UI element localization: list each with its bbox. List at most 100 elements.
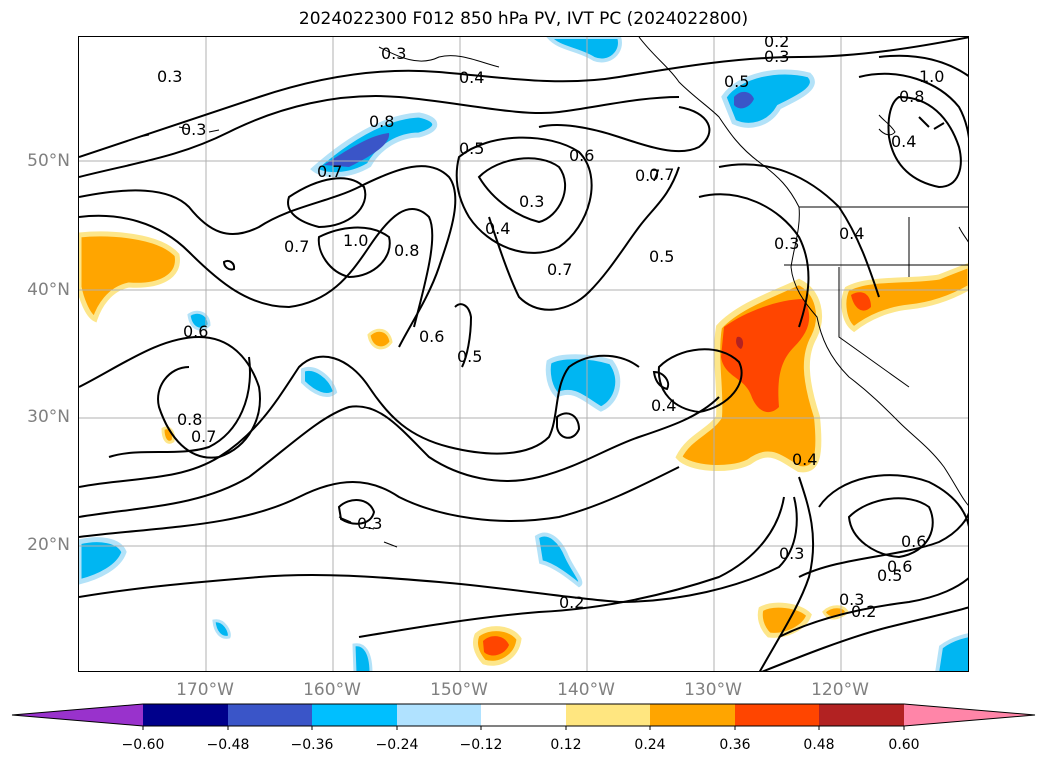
map-title: 2024022300 F012 850 hPa PV, IVT PC (2024… (298, 9, 749, 29)
colorbar-segment (143, 704, 228, 726)
contour-label: 0.3 (157, 67, 182, 86)
colorbar-extend-max (904, 704, 1035, 726)
map-canvas: 0.3 0.3 0.2 0.3 0.3 0.4 0.5 1.0 0.8 0.6 … (79, 37, 968, 671)
colorbar-tick-label: −0.24 (375, 737, 419, 753)
positive-strong-region (851, 292, 871, 311)
lon-label: 140°W (557, 680, 615, 700)
positive-anomaly-region (757, 602, 812, 638)
contour-label: 0.6 (901, 532, 926, 551)
colorbar-tick-label: 0.60 (888, 737, 920, 753)
colorbar (11, 703, 1036, 730)
colorbar-tick-label: −0.48 (206, 737, 250, 753)
negative-anomaly-region (721, 69, 815, 128)
negative-anomaly-region (187, 310, 211, 331)
lon-label: 150°W (430, 680, 488, 700)
contour-label: 0.2 (764, 37, 789, 51)
contour-label: 0.7 (649, 165, 674, 184)
colorbar-segment (819, 704, 904, 726)
contour-label: 1.0 (919, 67, 944, 86)
contour-label: 0.4 (839, 224, 864, 243)
contour-label: 0.4 (792, 450, 817, 469)
colorbar-segment (650, 704, 735, 726)
colorbar-segments (11, 703, 1036, 730)
colorbar-extend-min (12, 704, 143, 726)
colorbar-segment (397, 704, 481, 726)
contour-label: 0.7 (635, 166, 660, 185)
negative-anomaly-region (212, 619, 231, 639)
negative-anomaly-region (79, 537, 127, 585)
contour-label: 0.6 (183, 322, 208, 341)
contour-label: 0.3 (381, 44, 406, 63)
contour-label: 0.4 (485, 219, 510, 238)
contour-label: 0.3 (764, 47, 789, 66)
negative-anomaly-region (546, 37, 622, 63)
contour-label: 0.3 (779, 544, 804, 563)
graticule (79, 37, 968, 671)
lon-label: 170°W (176, 680, 234, 700)
lon-label: 160°W (303, 680, 361, 700)
contour-label: 0.8 (899, 87, 924, 106)
lon-label: 120°W (811, 680, 869, 700)
contour-label: 0.3 (357, 514, 382, 533)
contour-label: 0.5 (877, 566, 902, 585)
contour-label: 0.2 (559, 593, 584, 612)
contour-label: 0.3 (181, 120, 206, 139)
colorbar-tick-label: 0.36 (719, 737, 751, 753)
pv-contours (79, 37, 968, 671)
positive-anomaly-region (841, 263, 968, 333)
contour-label: 0.6 (569, 146, 594, 165)
negative-anomaly-region (545, 354, 621, 412)
colorbar-tick-label: −0.36 (290, 737, 334, 753)
lat-label: 20°N (27, 535, 70, 555)
negative-anomaly-region (534, 532, 583, 588)
contour-label: 0.5 (457, 347, 482, 366)
colorbar-tick-label: 0.12 (550, 737, 582, 753)
contour-label: 0.8 (394, 241, 419, 260)
negative-anomaly-region (301, 366, 338, 397)
contour-label: 0.3 (519, 192, 544, 211)
negative-anomaly-region (352, 643, 373, 671)
negative-anomaly-core (734, 91, 754, 109)
contour-label: 0.2 (851, 602, 876, 621)
contour-label: 0.6 (419, 327, 444, 346)
contour-label: 0.5 (724, 72, 749, 91)
colorbar-segment (735, 704, 819, 726)
colorbar-tick-label: −0.60 (121, 737, 165, 753)
colorbar-tick-label: 0.24 (634, 737, 666, 753)
positive-dark-core (736, 336, 744, 349)
contour-label: 0.7 (317, 162, 342, 181)
positive-strong-region (483, 636, 509, 656)
contour-label: 0.4 (651, 396, 676, 415)
contour-label: 1.0 (343, 231, 368, 250)
map-panel: 0.3 0.3 0.2 0.3 0.3 0.4 0.5 1.0 0.8 0.6 … (78, 36, 969, 672)
lat-label: 40°N (27, 280, 70, 300)
contour-label: 0.5 (649, 247, 674, 266)
contour-label: 0.4 (891, 132, 916, 151)
colorbar-segment (228, 704, 312, 726)
contour-label: 0.7 (547, 260, 572, 279)
positive-strong-region (721, 299, 810, 413)
colorbar-segment (312, 704, 397, 726)
contour-label: 0.3 (774, 234, 799, 253)
colorbar-segment (481, 704, 566, 726)
positive-anomaly-region (79, 231, 180, 323)
colorbar-segment (566, 704, 650, 726)
negative-anomaly-core (324, 133, 390, 167)
contour-label: 0.8 (177, 410, 202, 429)
contour-label: 0.7 (284, 237, 309, 256)
shading-layer (79, 37, 968, 671)
contour-label: 0.8 (369, 112, 394, 131)
contour-label: 0.5 (459, 139, 484, 158)
lat-label: 50°N (27, 151, 70, 171)
contour-label: 0.6 (887, 557, 912, 576)
colorbar-tick-label: −0.12 (459, 737, 503, 753)
contour-label: 0.4 (459, 68, 484, 87)
negative-anomaly-region (935, 633, 968, 671)
lon-label: 130°W (684, 680, 742, 700)
colorbar-tick-label: 0.48 (803, 737, 835, 753)
contour-label: 0.7 (191, 427, 216, 446)
contour-labels: 0.3 0.3 0.2 0.3 0.3 0.4 0.5 1.0 0.8 0.6 … (157, 37, 944, 621)
positive-anomaly-region (367, 328, 393, 350)
contour-label: 0.3 (839, 590, 864, 609)
lat-label: 30°N (27, 407, 70, 427)
